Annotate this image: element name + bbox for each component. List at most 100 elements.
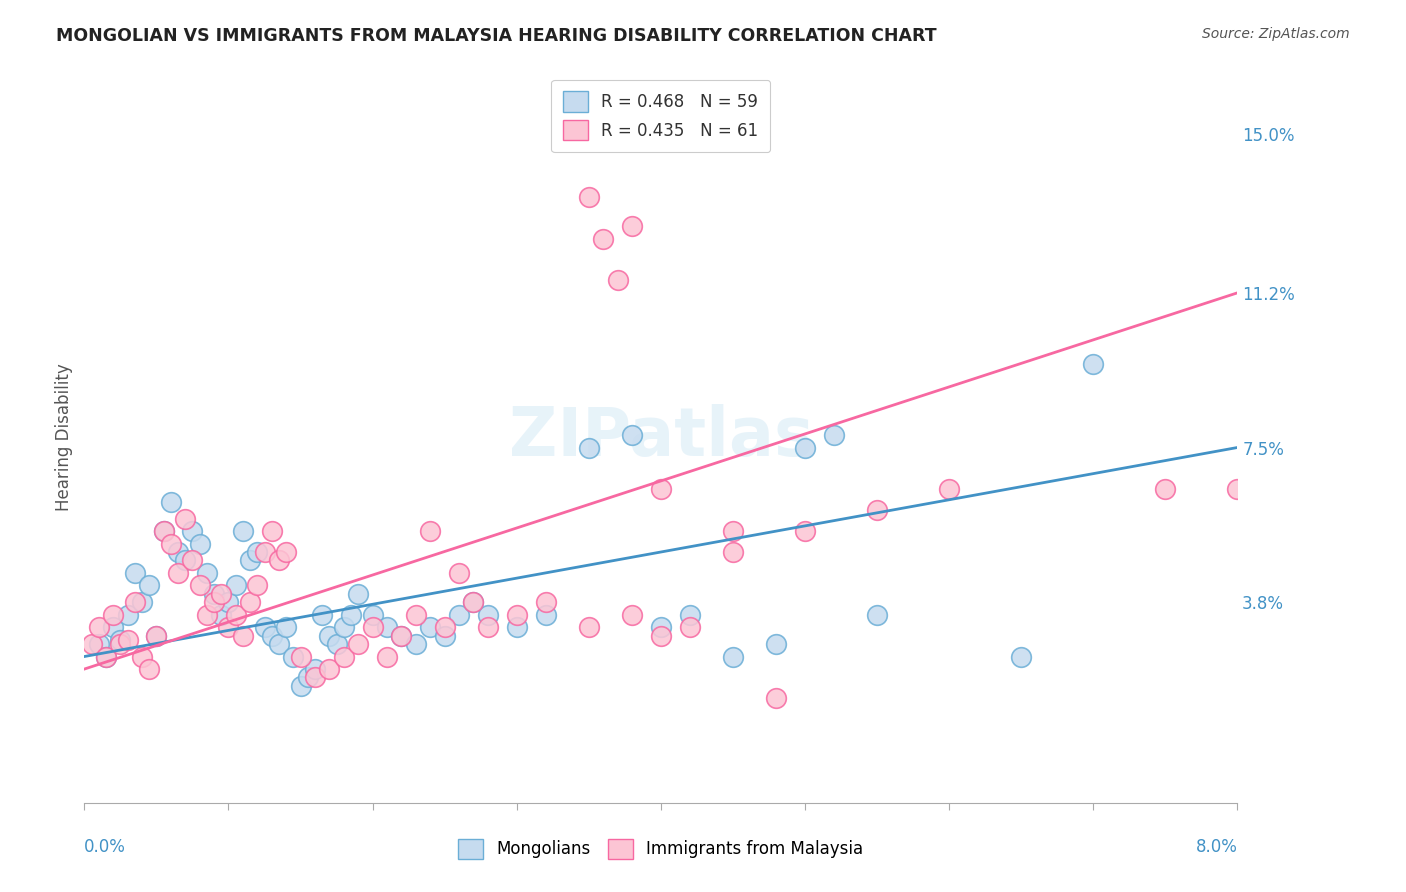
Point [347, 587, 370, 601]
Point [361, 620, 384, 634]
Point [433, 629, 456, 643]
Point [181, 553, 204, 567]
Point [195, 607, 218, 622]
Point [650, 483, 672, 497]
Point [225, 578, 247, 592]
Point [160, 495, 183, 509]
Point [117, 607, 139, 622]
Point [1226, 483, 1249, 497]
Point [318, 629, 340, 643]
Point [866, 503, 889, 517]
Point [124, 595, 146, 609]
Point [765, 637, 787, 651]
Point [794, 441, 817, 455]
Point [375, 649, 398, 664]
Point [253, 620, 276, 634]
Point [218, 620, 240, 634]
Point [477, 607, 499, 622]
Point [606, 273, 628, 287]
Point [267, 637, 290, 651]
Point [152, 524, 174, 538]
Point [138, 662, 160, 676]
Point [361, 607, 384, 622]
Y-axis label: Hearing Disability: Hearing Disability [55, 363, 73, 511]
Point [274, 620, 298, 634]
Point [433, 620, 456, 634]
Point [866, 607, 889, 622]
Point [463, 595, 485, 609]
Point [340, 607, 363, 622]
Point [375, 620, 398, 634]
Point [188, 578, 211, 592]
Point [1154, 483, 1177, 497]
Point [325, 637, 347, 651]
Point [160, 536, 183, 550]
Legend: Mongolians, Immigrants from Malaysia: Mongolians, Immigrants from Malaysia [451, 832, 870, 866]
Point [167, 545, 190, 559]
Point [333, 620, 356, 634]
Point [391, 629, 413, 643]
Legend: R = 0.468   N = 59, R = 0.435   N = 61: R = 0.468 N = 59, R = 0.435 N = 61 [551, 79, 770, 152]
Text: 0.0%: 0.0% [84, 838, 127, 856]
Point [202, 595, 225, 609]
Point [823, 428, 845, 442]
Point [721, 649, 744, 664]
Point [239, 595, 262, 609]
Point [405, 607, 427, 622]
Point [267, 553, 290, 567]
Point [188, 536, 211, 550]
Point [167, 566, 190, 580]
Point [621, 219, 644, 233]
Point [592, 231, 614, 245]
Point [534, 595, 557, 609]
Point [1083, 357, 1105, 371]
Point [145, 629, 167, 643]
Point [124, 566, 146, 580]
Point [578, 190, 600, 204]
Point [447, 566, 470, 580]
Point [209, 607, 232, 622]
Point [650, 629, 672, 643]
Point [419, 524, 441, 538]
Point [290, 679, 312, 693]
Point [297, 670, 319, 684]
Point [174, 553, 197, 567]
Point [110, 632, 132, 647]
Point [765, 691, 787, 706]
Point [94, 649, 117, 664]
Point [290, 649, 312, 664]
Point [246, 545, 269, 559]
Point [347, 637, 370, 651]
Point [477, 620, 499, 634]
Point [304, 670, 326, 684]
Point [138, 578, 160, 592]
Point [311, 607, 333, 622]
Point [195, 566, 218, 580]
Point [447, 607, 470, 622]
Point [333, 649, 356, 664]
Point [239, 553, 262, 567]
Point [117, 632, 139, 647]
Point [103, 607, 125, 622]
Point [679, 620, 702, 634]
Point [218, 595, 240, 609]
Point [318, 662, 340, 676]
Point [506, 607, 529, 622]
Text: ZIPatlas: ZIPatlas [509, 404, 813, 470]
Text: MONGOLIAN VS IMMIGRANTS FROM MALAYSIA HEARING DISABILITY CORRELATION CHART: MONGOLIAN VS IMMIGRANTS FROM MALAYSIA HE… [56, 27, 936, 45]
Point [721, 524, 744, 538]
Point [94, 649, 117, 664]
Point [181, 524, 204, 538]
Point [506, 620, 529, 634]
Text: Source: ZipAtlas.com: Source: ZipAtlas.com [1202, 27, 1350, 41]
Point [304, 662, 326, 676]
Point [419, 620, 441, 634]
Point [260, 524, 283, 538]
Point [152, 524, 174, 538]
Point [103, 620, 125, 634]
Point [1010, 649, 1032, 664]
Point [145, 629, 167, 643]
Point [110, 637, 132, 651]
Point [87, 620, 110, 634]
Point [794, 524, 817, 538]
